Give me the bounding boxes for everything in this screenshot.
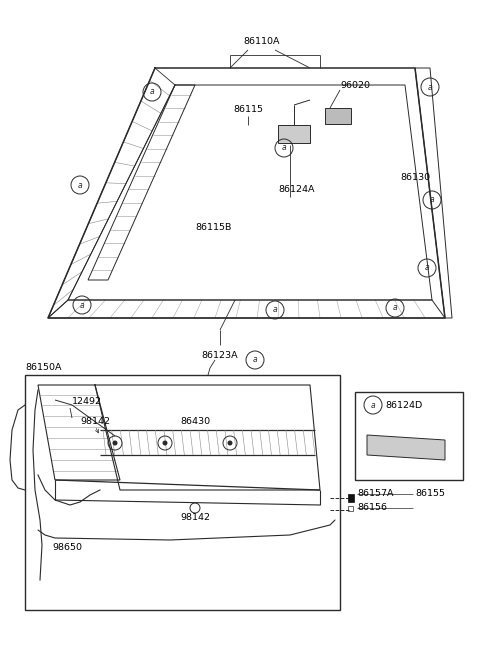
Text: 86157A: 86157A xyxy=(357,489,394,498)
Text: a: a xyxy=(282,143,286,153)
Text: 98142: 98142 xyxy=(80,417,110,426)
Text: 86110A: 86110A xyxy=(244,37,280,47)
Circle shape xyxy=(228,441,232,445)
Text: 86150A: 86150A xyxy=(25,364,61,373)
Text: a: a xyxy=(430,195,434,204)
Text: a: a xyxy=(80,301,84,310)
Text: 86130: 86130 xyxy=(400,174,430,183)
Text: 98650: 98650 xyxy=(52,544,82,553)
Text: 86124D: 86124D xyxy=(385,400,422,409)
Bar xyxy=(278,125,310,143)
Bar xyxy=(25,375,340,610)
Text: a: a xyxy=(428,83,432,92)
Text: 12492: 12492 xyxy=(72,398,102,407)
Text: 86115: 86115 xyxy=(233,105,263,115)
Text: a: a xyxy=(425,263,429,272)
Text: a: a xyxy=(252,356,257,364)
Text: 86430: 86430 xyxy=(180,417,210,426)
Text: 86155: 86155 xyxy=(415,489,445,498)
Bar xyxy=(355,392,463,480)
Bar xyxy=(348,494,354,502)
Text: a: a xyxy=(393,303,397,312)
Text: 86124A: 86124A xyxy=(278,185,314,195)
Text: 96020: 96020 xyxy=(340,81,370,90)
Text: a: a xyxy=(78,181,82,189)
Text: 86156: 86156 xyxy=(357,504,387,512)
Text: a: a xyxy=(150,88,154,96)
Text: 98142: 98142 xyxy=(180,514,210,523)
Polygon shape xyxy=(367,435,445,460)
Bar xyxy=(325,108,351,124)
Bar xyxy=(348,506,353,511)
Circle shape xyxy=(112,441,118,445)
Text: 86123A: 86123A xyxy=(202,350,238,360)
Circle shape xyxy=(163,441,168,445)
Text: a: a xyxy=(371,400,375,409)
Text: 86115B: 86115B xyxy=(195,223,231,233)
Text: a: a xyxy=(273,305,277,314)
